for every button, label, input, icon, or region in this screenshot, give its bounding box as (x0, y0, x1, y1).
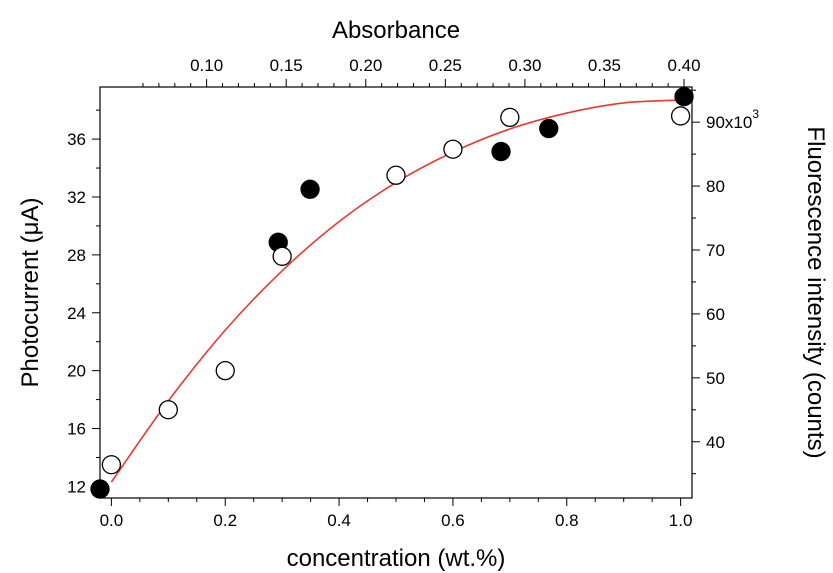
right-tick-label: 50 (706, 369, 725, 388)
top-tick-label: 0.40 (667, 56, 700, 75)
right-tick-label: 60 (706, 305, 725, 324)
open-data-point (101, 455, 122, 475)
filled-data-point (300, 179, 320, 199)
right-tick-label: 90x103 (706, 107, 759, 132)
filled-data-point (674, 86, 694, 107)
x-tick-label: 0.8 (555, 511, 579, 530)
fit-curve-layer (110, 99, 681, 483)
right-tick-label: 80 (706, 177, 725, 196)
x-tick-label: 0.2 (213, 511, 237, 530)
top-tick-label: 0.20 (349, 56, 382, 75)
y-tick-label: 24 (67, 304, 86, 323)
right-axis-title: Fluorescence intensity (counts) (802, 126, 829, 458)
axis-titles: concentration (wt.%) Absorbance Photocur… (17, 17, 829, 572)
filled-data-point (491, 141, 511, 162)
fit-curve (110, 99, 681, 483)
open-data-point (272, 246, 292, 266)
plot-frame (99, 86, 693, 499)
y-axis-title: Photocurrent (μA) (17, 198, 44, 388)
x-tick-label: 0.4 (327, 511, 351, 530)
open-data-point (670, 106, 691, 126)
x-axis-title: concentration (wt.%) (287, 545, 506, 572)
top-tick-label: 0.35 (588, 56, 621, 75)
y-tick-label: 12 (67, 477, 86, 496)
ticks: 0.0 0.2 0.4 0.6 0.8 1.0 12 16 20 24 28 32 36 0.10 0.15… (67, 56, 759, 530)
axes (99, 86, 693, 499)
top-tick-label: 0.30 (508, 56, 541, 75)
top-tick-label: 0.10 (190, 56, 223, 75)
y-tick-label: 28 (67, 246, 86, 265)
open-data-point (443, 139, 463, 159)
y-tick-label: 36 (67, 130, 86, 149)
top-tick-label: 0.25 (429, 56, 462, 75)
y-tick-label: 16 (67, 420, 86, 439)
top-axis-title: Absorbance (332, 17, 460, 44)
top-tick-label: 0.15 (270, 56, 303, 75)
filled-data-point (90, 479, 110, 499)
right-tick-label: 40 (706, 433, 725, 452)
x-tick-label: 1.0 (669, 511, 693, 530)
x-tick-label: 0.6 (441, 511, 465, 530)
open-data-point (158, 400, 178, 420)
y-tick-label: 20 (67, 362, 86, 381)
x-tick-label: 0.0 (100, 511, 124, 530)
open-data-point (386, 165, 406, 185)
open-data-point (500, 107, 520, 128)
data-points (90, 86, 694, 499)
right-tick-label: 70 (706, 241, 725, 260)
filled-data-point (539, 118, 559, 139)
open-data-point (215, 360, 235, 381)
y-tick-label: 32 (67, 188, 86, 207)
